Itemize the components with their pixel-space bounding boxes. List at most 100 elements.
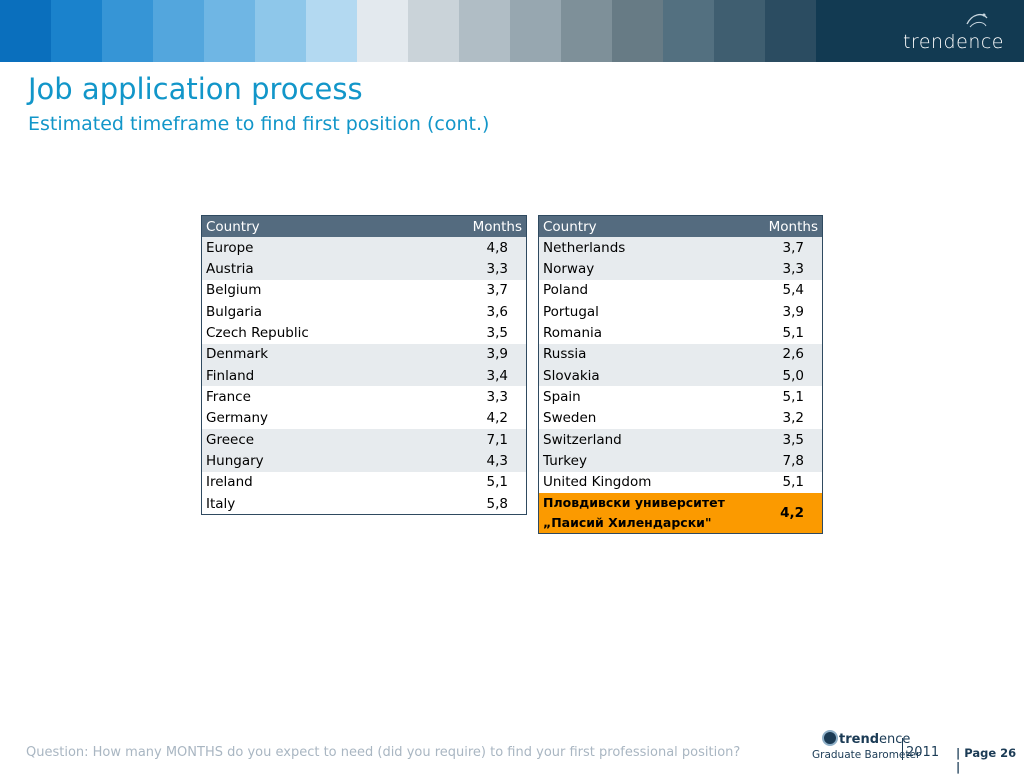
country-cell: Finland (201, 364, 416, 387)
table-row: Italy 5,8 (201, 492, 527, 515)
table-row: Portugal 3,9 (538, 300, 823, 323)
country-cell: Norway (538, 258, 757, 280)
months-cell: 4,3 (415, 450, 527, 472)
months-cell: 2,6 (756, 343, 823, 365)
country-cell: Greece (201, 428, 416, 451)
table-row: Spain 5,1 (538, 386, 823, 408)
table-row: Russia 2,6 (538, 343, 823, 365)
months-cell: 3,3 (756, 258, 823, 280)
months-cell: 4,2 (415, 407, 527, 429)
university-name-line1: Пловдивски университет (543, 494, 725, 510)
logo-dot-icon (822, 730, 838, 746)
months-cell: 3,3 (415, 386, 527, 408)
table-row: Romania 5,1 (538, 322, 823, 344)
table-row: Greece 7,1 (201, 428, 527, 451)
band-segment (102, 0, 153, 62)
table-row: Poland 5,4 (538, 279, 823, 301)
country-cell: Netherlands (538, 237, 757, 259)
country-cell: United Kingdom (538, 471, 757, 493)
band-segment (459, 0, 510, 62)
table-row: Denmark 3,9 (201, 343, 527, 365)
header-logo-part1: trend (902, 31, 957, 53)
months-cell: 3,7 (756, 237, 823, 259)
country-cell: Hungary (201, 450, 416, 472)
months-cell: 3,7 (415, 279, 527, 301)
country-cell: Russia (538, 343, 757, 365)
country-cell: Spain (538, 386, 757, 408)
university-name-line2: „Паисий Хилендарски" (543, 514, 712, 530)
band-segment (357, 0, 408, 62)
survey-question: Question: How many MONTHS do you expect … (26, 745, 741, 760)
footer-brand-bold: trend (839, 732, 880, 747)
header-logo: trendence (903, 31, 1004, 53)
logo-swirl-icon (966, 13, 988, 28)
column-header-country: Country (538, 215, 757, 237)
months-cell: 3,3 (415, 258, 527, 280)
country-cell: Czech Republic (201, 322, 416, 344)
footer-divider (902, 738, 903, 760)
months-cell: 3,5 (415, 322, 527, 344)
table-row: Switzerland 3,5 (538, 428, 823, 451)
table-row: Czech Republic 3,5 (201, 322, 527, 344)
months-cell: 5,1 (415, 471, 527, 493)
country-cell: Portugal (538, 300, 757, 323)
header-logo-part2: ence (956, 31, 1004, 53)
university-name-cell: Пловдивски университет „Паисий Хилендарск… (538, 492, 757, 534)
country-cell: Austria (201, 258, 416, 280)
months-cell: 3,9 (415, 343, 527, 365)
table-row: Austria 3,3 (201, 258, 527, 280)
months-cell: 3,9 (756, 300, 823, 323)
column-header-months: Months (415, 215, 527, 237)
table-row: Finland 3,4 (201, 364, 527, 387)
table-row: Sweden 3,2 (538, 407, 823, 429)
table-row: Norway 3,3 (538, 258, 823, 280)
page-number: | Page 26 | (956, 746, 1017, 774)
band-segment (816, 0, 1024, 62)
table-row: Germany 4,2 (201, 407, 527, 429)
header-band: trendence (0, 0, 1024, 62)
left-country-table: Country Months Europe 4,8 Austria 3,3 Belgiu… (201, 215, 527, 516)
page-subtitle: Estimated timeframe to find first positi… (28, 113, 490, 135)
months-cell: 7,1 (415, 428, 527, 451)
country-cell: Europe (201, 237, 416, 259)
country-cell: Italy (201, 492, 416, 515)
band-segment (612, 0, 663, 62)
country-cell: Turkey (538, 450, 757, 472)
country-cell: Denmark (201, 343, 416, 365)
months-cell: 5,0 (756, 364, 823, 387)
table-row: Turkey 7,8 (538, 450, 823, 472)
months-cell: 3,4 (415, 364, 527, 387)
band-segment (153, 0, 204, 62)
column-header-country: Country (201, 215, 416, 237)
table-row: Slovakia 5,0 (538, 364, 823, 387)
university-months-cell: 4,2 (756, 492, 823, 534)
country-cell: Bulgaria (201, 300, 416, 323)
page-title: Job application process (28, 72, 363, 106)
band-segment (204, 0, 255, 62)
country-cell: Switzerland (538, 428, 757, 451)
months-cell: 4,8 (415, 237, 527, 259)
months-cell: 7,8 (756, 450, 823, 472)
band-segment (408, 0, 459, 62)
footer-brand: trendence (839, 732, 910, 747)
table-row: Ireland 5,1 (201, 471, 527, 493)
country-cell: Sweden (538, 407, 757, 429)
band-segment (255, 0, 306, 62)
band-segment (561, 0, 612, 62)
band-segment (663, 0, 714, 62)
table-row: Europe 4,8 (201, 237, 527, 259)
months-cell: 5,4 (756, 279, 823, 301)
country-cell: Slovakia (538, 364, 757, 387)
footer-year: 2011 (906, 745, 940, 760)
band-segment (765, 0, 816, 62)
country-cell: France (201, 386, 416, 408)
months-cell: 3,2 (756, 407, 823, 429)
band-segment (306, 0, 357, 62)
months-cell: 5,1 (756, 386, 823, 408)
months-cell: 5,8 (415, 492, 527, 515)
country-cell: Poland (538, 279, 757, 301)
column-header-months: Months (756, 215, 823, 237)
band-segment (510, 0, 561, 62)
band-segment (51, 0, 102, 62)
table-header-row: Country Months (538, 215, 823, 237)
